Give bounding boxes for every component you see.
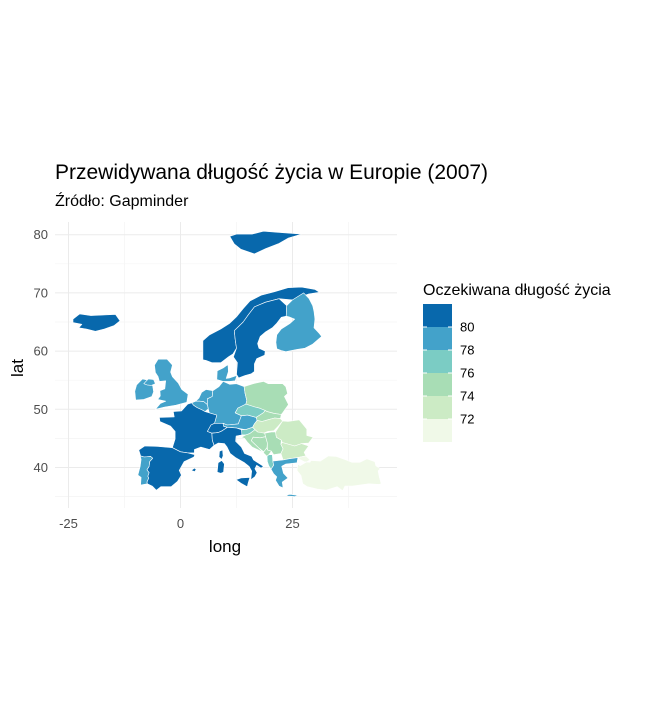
country-france [159, 402, 218, 454]
country-norway [202, 286, 320, 364]
legend-title: Oczekiwana długość życia [423, 282, 611, 299]
legend-swatch [423, 419, 452, 442]
x-tick-label: -25 [59, 516, 78, 531]
chart-subtitle: Źródło: Gapminder [55, 191, 189, 210]
countries [72, 230, 382, 497]
legend-swatch [423, 373, 452, 396]
axis-ticks: -25 0 25 40 50 60 70 80 [34, 227, 300, 531]
country-crete [285, 493, 299, 497]
country-greece [270, 457, 299, 489]
legend: 80 78 76 74 72 [423, 304, 474, 442]
country-svalbard [229, 230, 302, 255]
x-axis-title: long [209, 537, 241, 556]
y-tick-label: 60 [34, 344, 48, 359]
legend-label: 78 [460, 343, 474, 358]
country-romania [275, 419, 314, 447]
country-sicily [235, 477, 251, 488]
x-tick-label: 0 [177, 516, 184, 531]
y-tick-label: 80 [34, 227, 48, 242]
country-mallorca [191, 467, 197, 472]
legend-swatch [423, 304, 452, 327]
country-sweden [233, 298, 288, 379]
country-corsica [218, 449, 224, 460]
x-tick-label: 25 [285, 516, 299, 531]
country-portugal [137, 455, 153, 486]
legend-label: 80 [460, 320, 474, 335]
y-axis-title: lat [8, 359, 27, 377]
legend-swatch [423, 396, 452, 419]
country-italy [211, 426, 264, 481]
country-turkey [296, 455, 382, 492]
country-finland [275, 292, 322, 353]
legend-label: 76 [460, 366, 474, 381]
legend-swatch [423, 327, 452, 350]
chart-title: Przewidywana długość życia w Europie (20… [55, 161, 488, 184]
legend-swatch [423, 350, 452, 373]
y-tick-label: 50 [34, 402, 48, 417]
legend-label: 72 [460, 412, 474, 427]
country-denmark [216, 364, 238, 382]
legend-label: 74 [460, 389, 474, 404]
country-sardinia [216, 460, 225, 474]
country-northern-ireland [143, 378, 156, 386]
y-tick-label: 40 [34, 460, 48, 475]
y-tick-label: 70 [34, 285, 48, 300]
country-united-kingdom [154, 358, 189, 410]
country-iceland [72, 313, 121, 332]
